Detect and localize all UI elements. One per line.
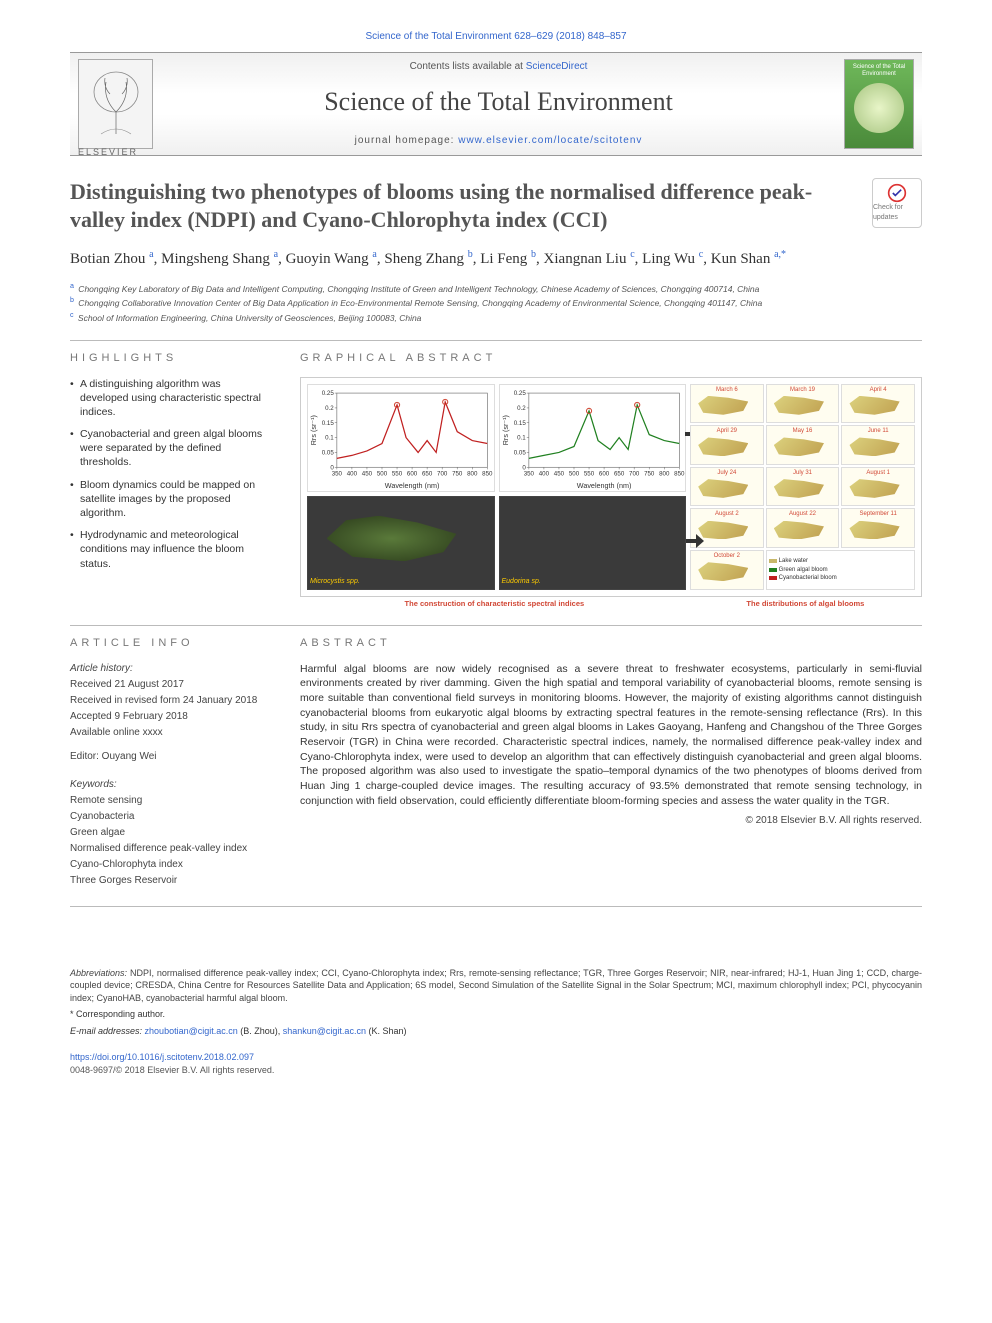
svg-text:850: 850: [674, 470, 685, 477]
svg-text:800: 800: [659, 470, 670, 477]
svg-text:400: 400: [347, 470, 358, 477]
keywords-head: Keywords:: [70, 778, 270, 792]
highlights-item: A distinguishing algorithm was developed…: [70, 377, 270, 420]
affiliations: a Chongqing Key Laboratory of Big Data a…: [70, 281, 922, 325]
svg-text:500: 500: [568, 470, 579, 477]
svg-text:Wavelength (nm): Wavelength (nm): [576, 481, 631, 490]
map-panel: June 11: [841, 425, 915, 465]
svg-text:Rrs (sr⁻¹): Rrs (sr⁻¹): [501, 415, 510, 445]
svg-text:0.2: 0.2: [517, 405, 526, 412]
map-grid: March 6March 19April 4 April 29May 16June…: [690, 384, 915, 590]
sciencedirect-link[interactable]: ScienceDirect: [526, 61, 588, 72]
svg-text:Rrs (sr⁻¹): Rrs (sr⁻¹): [309, 415, 318, 445]
history-lines: Received 21 August 2017Received in revis…: [70, 678, 270, 740]
abstract-heading: ABSTRACT: [300, 636, 922, 651]
authors-line: Botian Zhou a, Mingsheng Shang a, Guoyin…: [70, 247, 922, 271]
svg-text:0.2: 0.2: [325, 405, 334, 412]
svg-text:0.25: 0.25: [322, 390, 335, 397]
microscopy-photos: Microcystis spp. Eudorina sp.: [307, 496, 686, 589]
svg-text:550: 550: [583, 470, 594, 477]
map-panel: August 1: [841, 467, 915, 507]
svg-text:350: 350: [332, 470, 343, 477]
abbreviations: Abbreviations: NDPI, normalised differen…: [70, 967, 922, 1005]
homepage-link[interactable]: www.elsevier.com/locate/scitotenv: [458, 135, 642, 146]
photo-microcystis: Microcystis spp.: [307, 496, 495, 589]
journal-cover-thumb: Science of the Total Environment: [844, 59, 914, 149]
spectra-caption: The construction of characteristic spect…: [300, 599, 689, 610]
map-panel: September 11: [841, 508, 915, 548]
journal-name: Science of the Total Environment: [165, 84, 832, 120]
citation-line: Science of the Total Environment 628–629…: [70, 30, 922, 44]
abstract-text: Harmful algal blooms are now widely reco…: [300, 662, 922, 809]
svg-text:850: 850: [482, 470, 493, 477]
graphical-abstract: 00.050.10.150.20.25350400450500550600650…: [300, 377, 922, 597]
keywords-list: Remote sensingCyanobacteriaGreen algaeNo…: [70, 794, 270, 888]
svg-text:450: 450: [553, 470, 564, 477]
contents-line: Contents lists available at ScienceDirec…: [165, 60, 832, 74]
svg-text:750: 750: [644, 470, 655, 477]
svg-text:0.1: 0.1: [325, 434, 334, 441]
highlights-item: Hydrodynamic and meteorological conditio…: [70, 528, 270, 571]
svg-text:500: 500: [377, 470, 388, 477]
article-info-heading: ARTICLE INFO: [70, 636, 270, 651]
svg-text:700: 700: [437, 470, 448, 477]
editor-line: Editor: Ouyang Wei: [70, 750, 270, 764]
highlights-item: Cyanobacterial and green algal blooms we…: [70, 427, 270, 470]
check-updates-badge[interactable]: Check for updates: [872, 178, 922, 228]
svg-text:700: 700: [629, 470, 640, 477]
journal-header: ELSEVIER Contents lists available at Sci…: [70, 52, 922, 156]
corresponding-note: * Corresponding author.: [70, 1008, 922, 1021]
divider: [70, 340, 922, 341]
svg-text:0.05: 0.05: [513, 449, 526, 456]
svg-text:0.25: 0.25: [513, 390, 526, 397]
map-panel: April 29: [690, 425, 764, 465]
maps-caption: The distributions of algal blooms: [689, 599, 922, 610]
map-panel: July 31: [766, 467, 840, 507]
publisher-name: ELSEVIER: [78, 146, 138, 159]
homepage-line: journal homepage: www.elsevier.com/locat…: [165, 134, 832, 148]
email-line: E-mail addresses: zhoubotian@cigit.ac.cn…: [70, 1025, 922, 1038]
spectra-chart-left: 00.050.10.150.20.25350400450500550600650…: [307, 384, 495, 493]
highlights-item: Bloom dynamics could be mapped on satell…: [70, 478, 270, 521]
map-panel: March 19: [766, 384, 840, 424]
photo-eudorina: Eudorina sp.: [499, 496, 687, 589]
email-link[interactable]: zhoubotian@cigit.ac.cn: [145, 1026, 238, 1036]
svg-text:0.1: 0.1: [517, 434, 526, 441]
article-title: Distinguishing two phenotypes of blooms …: [70, 178, 852, 233]
map-panel: July 24: [690, 467, 764, 507]
elsevier-tree-logo: [78, 59, 153, 149]
svg-text:0.15: 0.15: [513, 419, 526, 426]
svg-text:350: 350: [523, 470, 534, 477]
email-link[interactable]: shankun@cigit.ac.cn: [283, 1026, 366, 1036]
svg-text:650: 650: [613, 470, 624, 477]
map-legend: Lake waterGreen algal bloomCyanobacteria…: [766, 550, 915, 590]
svg-text:600: 600: [598, 470, 609, 477]
svg-text:800: 800: [467, 470, 478, 477]
map-panel: August 22: [766, 508, 840, 548]
svg-text:750: 750: [452, 470, 463, 477]
svg-text:450: 450: [362, 470, 373, 477]
svg-text:600: 600: [407, 470, 418, 477]
svg-text:400: 400: [538, 470, 549, 477]
map-panel: April 4: [841, 384, 915, 424]
map-panel: October 2: [690, 550, 764, 590]
highlights-list: A distinguishing algorithm was developed…: [70, 377, 270, 571]
svg-text:Wavelength (nm): Wavelength (nm): [385, 481, 440, 490]
svg-text:550: 550: [392, 470, 403, 477]
divider: [70, 906, 922, 907]
history-head: Article history:: [70, 662, 270, 676]
map-panel: May 16: [766, 425, 840, 465]
doi-link[interactable]: https://doi.org/10.1016/j.scitotenv.2018…: [70, 1051, 922, 1064]
svg-text:0.05: 0.05: [322, 449, 335, 456]
abstract-copyright: © 2018 Elsevier B.V. All rights reserved…: [300, 814, 922, 828]
issn-line: 0048-9697/© 2018 Elsevier B.V. All right…: [70, 1064, 922, 1077]
map-panel: March 6: [690, 384, 764, 424]
svg-text:0.15: 0.15: [322, 419, 335, 426]
spectra-chart-right: 00.050.10.150.20.25350400450500550600650…: [499, 384, 687, 493]
highlights-heading: HIGHLIGHTS: [70, 351, 270, 366]
arrow-icon: [686, 534, 704, 548]
svg-text:650: 650: [422, 470, 433, 477]
graphical-heading: GRAPHICAL ABSTRACT: [300, 351, 922, 366]
divider: [70, 625, 922, 626]
